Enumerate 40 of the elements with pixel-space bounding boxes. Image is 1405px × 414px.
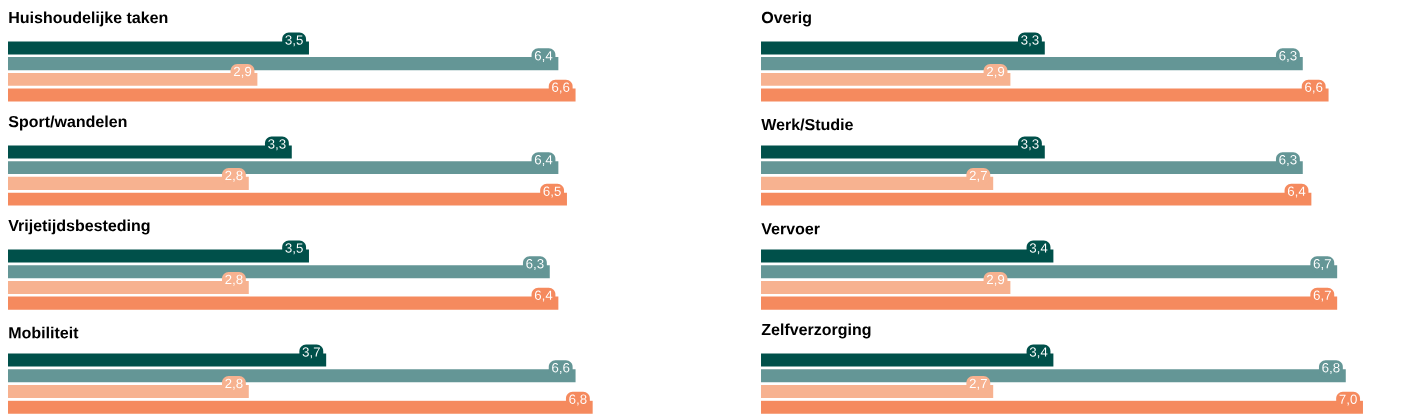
chart-title: Sport/wandelen [8,115,127,131]
data-label: 6,6 [552,82,570,94]
data-label: 6,5 [543,186,561,198]
data-label: 6,3 [1279,51,1297,63]
chart-title: Huishoudelijke taken [9,11,168,27]
data-label: 6,4 [534,51,553,63]
data-label: 3,7 [302,347,320,359]
data-label: 2,7 [969,170,987,182]
data-label: 6,3 [526,259,544,271]
data-label: 6,4 [534,155,553,167]
data-label: 3,4 [1029,347,1048,359]
chart-title: Mobiliteit [9,326,79,339]
data-label: 6,8 [569,394,587,406]
data-label: 7,0 [1339,394,1357,406]
data-label: 2,9 [986,274,1005,286]
data-label: 6,4 [1287,186,1306,198]
chart-title: Werk/Studie [761,118,853,131]
chart-title: Vrijetijdsbesteding [8,219,150,235]
data-label: 6,7 [1313,259,1331,271]
data-label: 6,3 [1279,155,1297,167]
data-label: 2,7 [969,378,987,390]
chart-title: Overig [761,11,811,27]
data-label: 3,4 [1029,243,1048,255]
data-label: 2,9 [233,66,252,78]
data-label: 3,3 [268,139,286,151]
data-label: 6,6 [1305,82,1323,94]
data-label: 2,8 [225,274,243,286]
data-label: 6,7 [1313,290,1331,302]
data-label: 3,3 [1021,35,1039,47]
data-label: 3,5 [285,35,303,47]
data-label: 2,8 [225,378,243,390]
data-label: 3,5 [285,243,303,255]
data-label: 3,3 [1021,139,1039,151]
data-label: 6,6 [552,363,570,375]
data-label: 2,8 [225,170,243,182]
data-label: 6,4 [534,290,553,302]
chart-title: Zelfverzorging [761,323,871,339]
data-label: 6,8 [1322,363,1340,375]
data-label: 2,9 [986,66,1005,78]
chart-title: Vervoer [761,223,820,235]
